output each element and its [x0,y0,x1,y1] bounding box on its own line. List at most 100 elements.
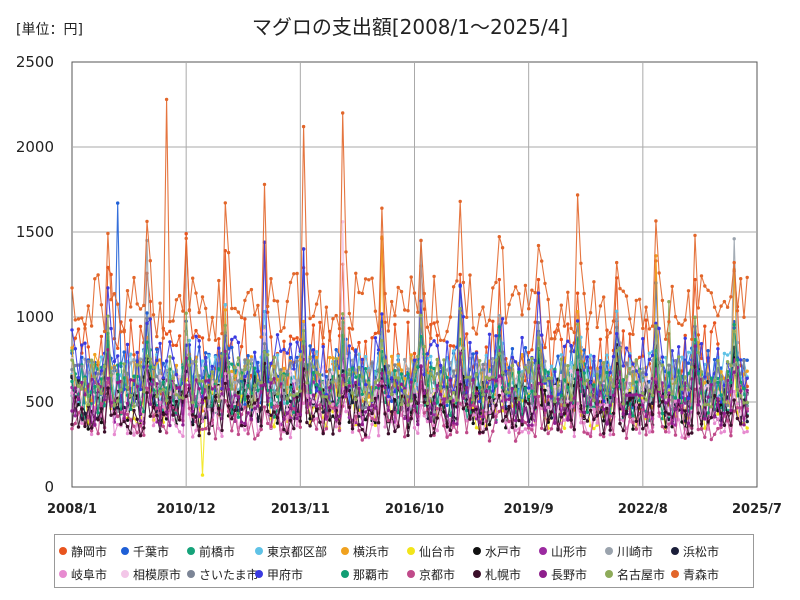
data-point [621,289,625,293]
data-point [660,363,665,367]
data-point [253,384,257,388]
data-point [546,386,550,391]
data-point [527,431,531,435]
data-point [269,381,273,385]
data-point [543,408,547,412]
data-point [194,334,198,338]
data-point [112,374,117,379]
data-point [566,418,570,422]
data-point [540,382,544,387]
data-point [549,394,554,399]
data-point [155,394,159,399]
data-point [667,391,671,395]
data-point [494,384,498,388]
data-point [373,406,378,410]
data-point [484,323,488,328]
data-point [197,334,201,339]
data-point [605,391,609,396]
data-point [621,329,625,333]
data-point [664,410,668,414]
data-point [314,350,319,354]
data-point [429,372,433,376]
data-point [226,387,231,392]
data-point [677,418,681,422]
data-point [598,386,603,390]
data-point [530,356,534,361]
data-point [513,285,518,289]
data-point [213,395,218,399]
data-point [390,392,394,397]
data-point [504,390,508,394]
data-point [699,274,704,278]
data-point [269,361,273,366]
data-point [696,411,700,415]
legend-marker [255,547,263,555]
data-point [696,306,700,310]
data-point [745,358,749,362]
data-point [445,368,449,372]
data-point [468,340,472,345]
data-point [70,391,74,395]
data-point [220,331,224,336]
legend-marker [671,547,679,555]
data-point [595,414,599,418]
data-point [148,357,152,361]
data-point [582,394,586,398]
data-point [158,368,162,373]
data-point [259,383,263,388]
data-point [735,340,740,345]
data-point [116,399,120,403]
data-point [239,344,244,349]
data-point [572,330,576,335]
data-point [572,365,576,370]
data-point [220,354,224,358]
data-point [465,375,469,379]
legend-label: 青森市 [683,567,720,582]
data-point [608,414,612,418]
data-point [243,374,247,379]
data-point [706,411,710,415]
data-point [618,421,622,426]
data-point [569,398,573,402]
data-point [602,407,606,411]
data-point [164,368,169,373]
data-point [191,360,195,364]
data-point [354,368,358,372]
data-point [686,421,691,425]
y-tick-label: 0 [44,478,54,496]
data-point [631,421,635,425]
data-point [491,357,495,361]
data-point [598,397,603,401]
data-point [230,306,234,311]
data-point [523,399,528,403]
data-point [566,403,570,407]
data-point [403,416,407,421]
data-point [122,376,126,380]
data-point [409,380,413,384]
legend-marker [121,570,129,578]
data-point [513,439,518,443]
data-point [699,422,704,426]
data-point [523,386,528,390]
data-point [106,376,110,380]
data-point [732,322,736,327]
data-point [438,386,443,390]
data-point [272,405,276,409]
data-point [585,327,590,331]
data-point [631,393,635,397]
data-point [129,418,133,422]
data-point [533,394,537,399]
data-point [683,333,687,338]
data-point [510,355,515,360]
data-point [314,389,319,393]
data-point [80,407,84,411]
data-point [432,401,436,405]
data-point [386,370,391,375]
data-point [363,354,368,359]
data-point [383,291,387,296]
data-point [230,369,234,374]
data-point [380,312,384,316]
data-point [135,417,139,421]
data-point [517,367,521,372]
data-point [210,408,214,412]
